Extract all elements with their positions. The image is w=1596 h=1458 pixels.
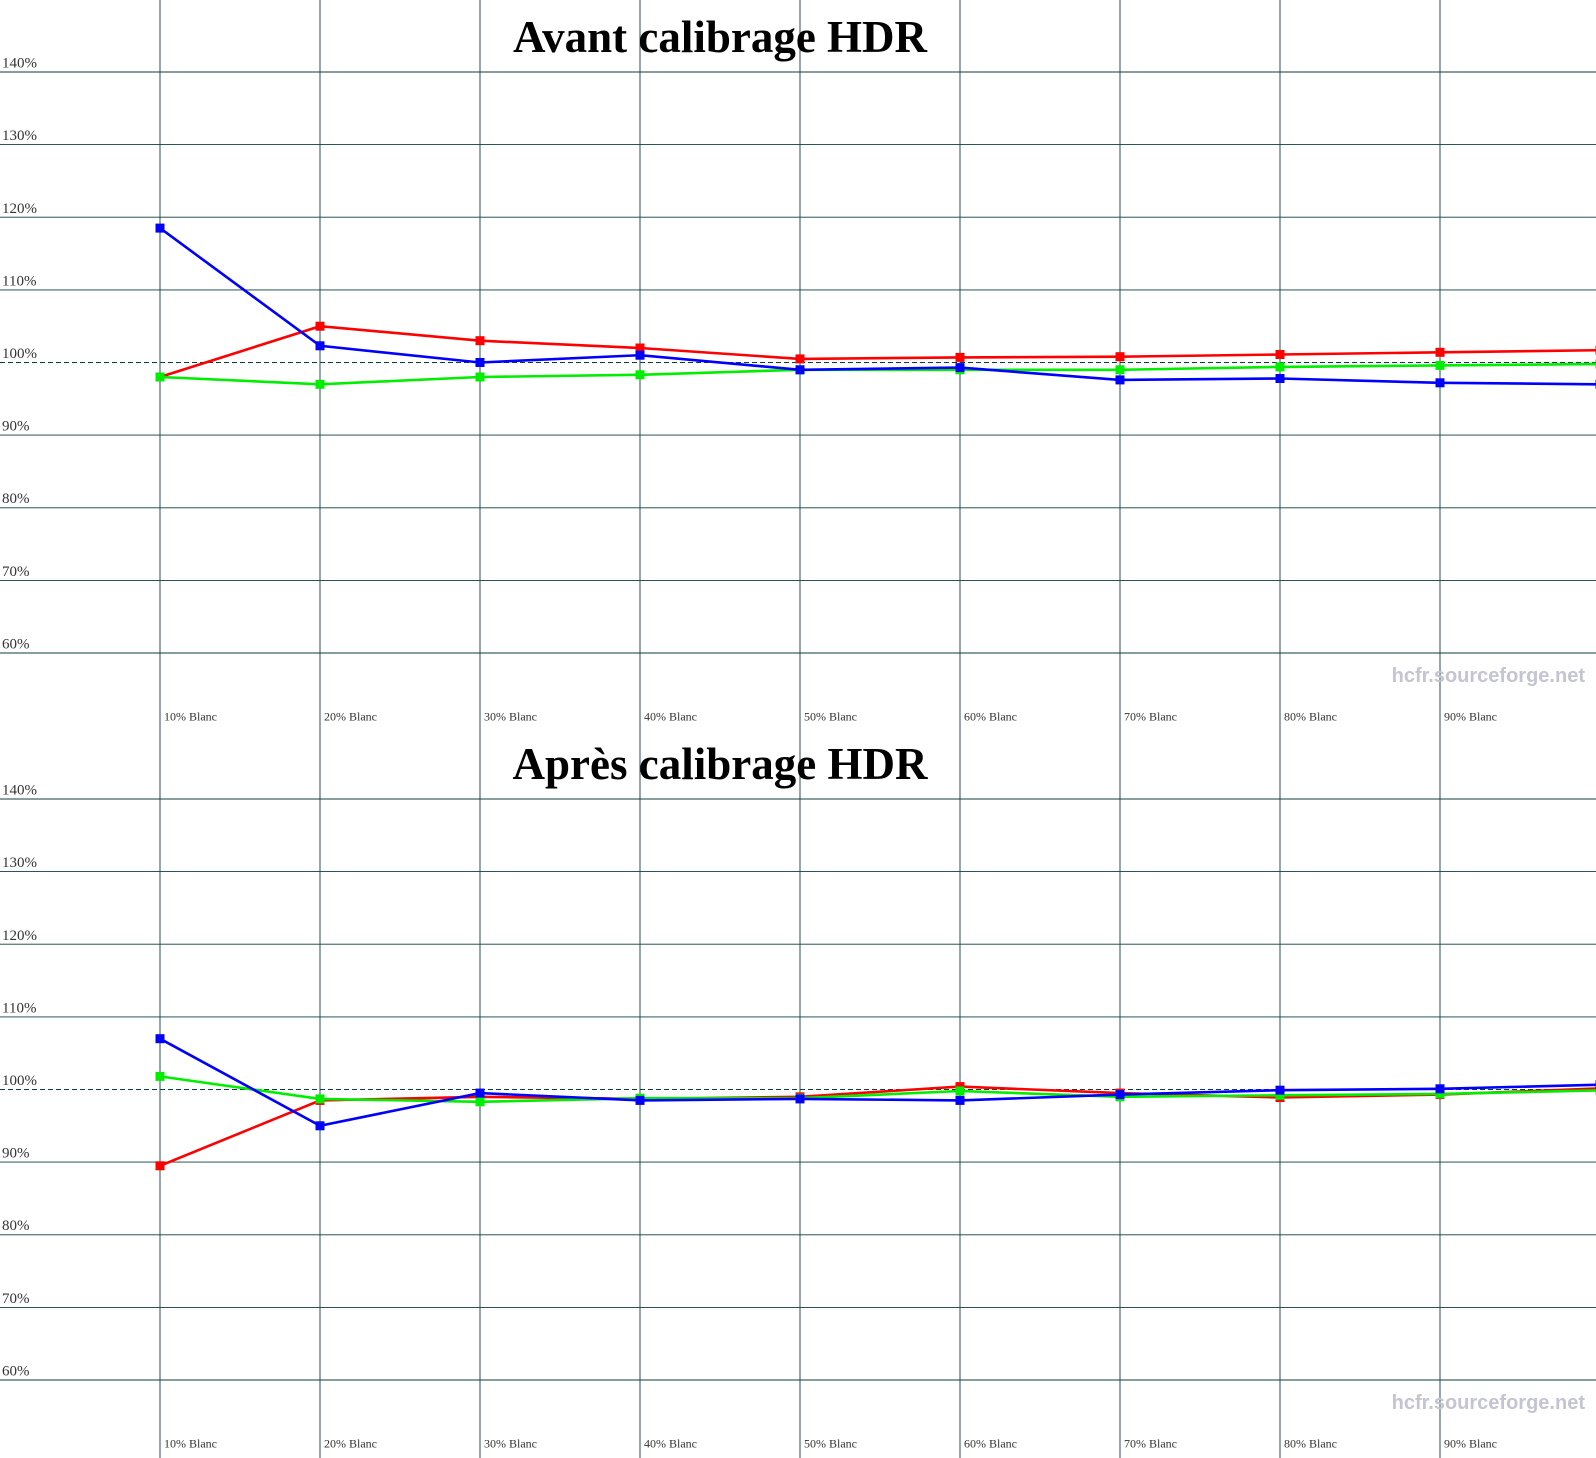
svg-text:hcfr.sourceforge.net: hcfr.sourceforge.net: [1392, 1392, 1586, 1414]
svg-text:70%: 70%: [2, 564, 30, 580]
svg-text:90%: 90%: [2, 419, 30, 435]
svg-text:20% Blanc: 20% Blanc: [324, 1437, 377, 1451]
svg-text:140%: 140%: [2, 56, 37, 72]
svg-text:30% Blanc: 30% Blanc: [484, 710, 537, 724]
svg-text:90%: 90%: [2, 1146, 30, 1162]
svg-text:70% Blanc: 70% Blanc: [1124, 1437, 1177, 1451]
svg-text:110%: 110%: [2, 273, 36, 289]
svg-text:Avant calibrage HDR: Avant calibrage HDR: [513, 12, 928, 62]
svg-text:70%: 70%: [2, 1291, 30, 1307]
svg-text:60%: 60%: [2, 637, 30, 653]
svg-text:50% Blanc: 50% Blanc: [804, 710, 857, 724]
svg-text:40% Blanc: 40% Blanc: [644, 1437, 697, 1451]
svg-text:140%: 140%: [2, 783, 37, 799]
svg-text:130%: 130%: [2, 855, 37, 871]
svg-text:100%: 100%: [2, 1073, 37, 1089]
svg-text:110%: 110%: [2, 1000, 36, 1016]
svg-text:120%: 120%: [2, 201, 37, 217]
svg-text:60%: 60%: [2, 1364, 30, 1380]
svg-text:90% Blanc: 90% Blanc: [1444, 710, 1497, 724]
svg-text:80% Blanc: 80% Blanc: [1284, 710, 1337, 724]
svg-text:100%: 100%: [2, 346, 37, 362]
svg-text:50% Blanc: 50% Blanc: [804, 1437, 857, 1451]
svg-text:130%: 130%: [2, 128, 37, 144]
svg-text:80% Blanc: 80% Blanc: [1284, 1437, 1337, 1451]
svg-text:90% Blanc: 90% Blanc: [1444, 1437, 1497, 1451]
svg-text:60% Blanc: 60% Blanc: [964, 710, 1017, 724]
svg-text:hcfr.sourceforge.net: hcfr.sourceforge.net: [1392, 665, 1586, 687]
svg-text:20% Blanc: 20% Blanc: [324, 710, 377, 724]
svg-text:80%: 80%: [2, 1218, 30, 1234]
svg-text:60% Blanc: 60% Blanc: [964, 1437, 1017, 1451]
svg-text:40% Blanc: 40% Blanc: [644, 710, 697, 724]
svg-text:10% Blanc: 10% Blanc: [164, 1437, 217, 1451]
svg-text:120%: 120%: [2, 928, 37, 944]
svg-text:Après calibrage HDR: Après calibrage HDR: [513, 739, 928, 789]
svg-text:10% Blanc: 10% Blanc: [164, 710, 217, 724]
svg-text:70% Blanc: 70% Blanc: [1124, 710, 1177, 724]
svg-text:30% Blanc: 30% Blanc: [484, 1437, 537, 1451]
svg-text:80%: 80%: [2, 491, 30, 507]
